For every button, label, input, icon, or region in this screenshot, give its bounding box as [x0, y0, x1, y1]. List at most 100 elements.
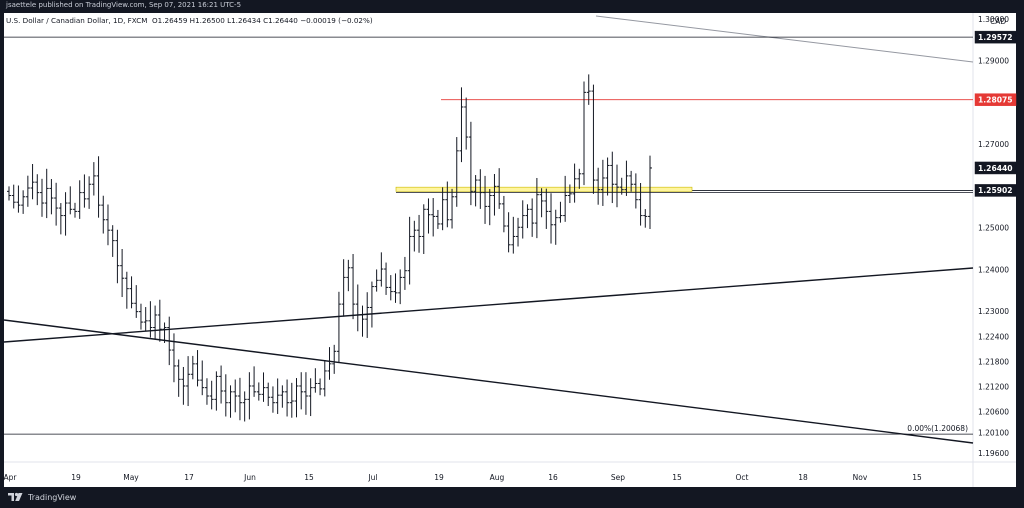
ohlc-bar — [327, 347, 332, 380]
ohlc-bar — [534, 177, 539, 239]
ohlc-bar — [492, 174, 497, 216]
price-tag-label: 1.26440 — [978, 164, 1013, 173]
ohlc-bar — [303, 372, 308, 415]
ohlc-bar — [237, 377, 242, 421]
symbol-name: U.S. Dollar / Canadian Dollar, 1D, FXCM — [6, 16, 148, 25]
ohlc-bar — [77, 180, 82, 219]
upper-channel-line — [595, 15, 974, 63]
x-tick-label: Nov — [853, 473, 868, 482]
y-tick-label: 1.20100 — [978, 428, 1009, 437]
ohlc-bar — [596, 167, 601, 205]
ohlc-bar — [318, 378, 323, 396]
y-tick-label: 1.25000 — [978, 224, 1009, 233]
x-tick-label: 19 — [434, 473, 444, 482]
ohlc-bar — [275, 378, 280, 414]
ohlc-bar — [285, 379, 290, 417]
ohlc-bar — [105, 204, 110, 246]
ohlc-bar — [355, 284, 360, 332]
ohlc-bar — [82, 174, 87, 208]
y-tick-label: 1.19600 — [978, 449, 1009, 458]
x-tick-label: Aug — [490, 473, 505, 482]
ohlc-bar — [374, 269, 379, 292]
ohlc-bars — [7, 74, 652, 422]
ohlc-bar — [336, 291, 341, 363]
ohlc-bar — [379, 252, 384, 287]
ohlc-bar — [563, 175, 568, 222]
y-tick-label: 1.21200 — [978, 382, 1009, 391]
ohlc-bar — [228, 385, 233, 418]
ohlc-bar — [426, 198, 431, 234]
y-tick-label: 1.21800 — [978, 357, 1009, 366]
price-tag-label: 1.28075 — [978, 95, 1013, 104]
x-tick-label: Apr — [4, 473, 18, 482]
ohlc-bar — [525, 204, 530, 229]
footer-brand[interactable]: TradingView — [8, 492, 76, 502]
ohlc-bar — [58, 203, 63, 235]
price-tag-box — [974, 30, 1017, 44]
ohlc-bar — [464, 97, 469, 150]
ohlc-bar — [87, 176, 92, 209]
x-tick-label: Jul — [367, 473, 377, 482]
ohlc-bar — [115, 229, 120, 284]
price-tag-129572: 1.29572 — [974, 30, 1017, 44]
ohlc-bar — [516, 217, 521, 247]
ohlc-bar — [134, 285, 139, 318]
ohlc-bar — [407, 216, 412, 285]
ohlc-bar — [643, 209, 648, 228]
ohlc-bar — [591, 84, 596, 194]
ohlc-bar — [186, 356, 191, 407]
ohlc-bar — [577, 168, 582, 189]
ohlc-bar — [190, 355, 195, 380]
ohlc-bar — [633, 173, 638, 209]
ohlc-bar — [219, 365, 224, 404]
ohlc-bar — [167, 316, 172, 366]
ohlc-bar — [567, 184, 572, 204]
ohlc-bar — [138, 303, 143, 330]
ohlc-bar — [35, 174, 40, 206]
ohlc-bar — [558, 201, 563, 223]
price-tag-125902: 1.25902 — [974, 184, 1017, 197]
ohlc-bar — [506, 212, 511, 253]
ohlc-bar — [365, 292, 370, 338]
falling-trendline — [3, 319, 974, 444]
ohlc-bar — [384, 262, 389, 295]
ohlc-bar — [473, 175, 478, 207]
ohlc-bar — [553, 209, 558, 245]
ohlc-bar — [176, 359, 181, 397]
ohlc-bar — [398, 269, 403, 305]
ohlc-bar — [223, 374, 228, 417]
price-tag-box — [974, 161, 1017, 175]
ohlc-bar — [16, 185, 21, 213]
ohlc-bar — [247, 372, 252, 420]
chart-panel[interactable] — [4, 13, 1016, 487]
tradingview-logo-icon — [8, 492, 23, 501]
ohlc-bar — [605, 157, 610, 196]
ohlc-bar — [30, 163, 35, 200]
ohlc-bar — [204, 378, 209, 405]
currency-label: CAD — [990, 17, 1006, 26]
ohlc-bar — [157, 299, 162, 342]
ohlc-bar — [511, 216, 516, 254]
ohlc-bar — [459, 87, 464, 163]
ohlc-bar — [435, 209, 440, 229]
y-tick-label: 1.30000 — [978, 15, 1009, 24]
ohlc-bar — [351, 253, 356, 320]
ohlc-bar — [96, 156, 101, 218]
x-tick-label: Oct — [736, 473, 749, 482]
ohlc-bar — [530, 198, 535, 237]
x-tick-label: 16 — [548, 473, 558, 482]
ohlc-bar — [209, 380, 214, 410]
ohlc-bar — [181, 366, 186, 405]
ohlc-bar — [129, 276, 134, 309]
ohlc-bar — [91, 162, 96, 196]
ohlc-bar — [25, 175, 30, 207]
ohlc-bar — [431, 198, 436, 237]
ohlc-bar — [72, 202, 77, 218]
ohlc-bar — [313, 368, 318, 393]
ohlc-bar — [638, 182, 643, 226]
ohlc-bar — [44, 168, 49, 219]
ohlc-bar — [63, 192, 68, 236]
ohlc-bar — [610, 151, 615, 204]
ohlc-values: O1.26459 H1.26500 L1.26434 C1.26440 −0.0… — [152, 16, 373, 25]
